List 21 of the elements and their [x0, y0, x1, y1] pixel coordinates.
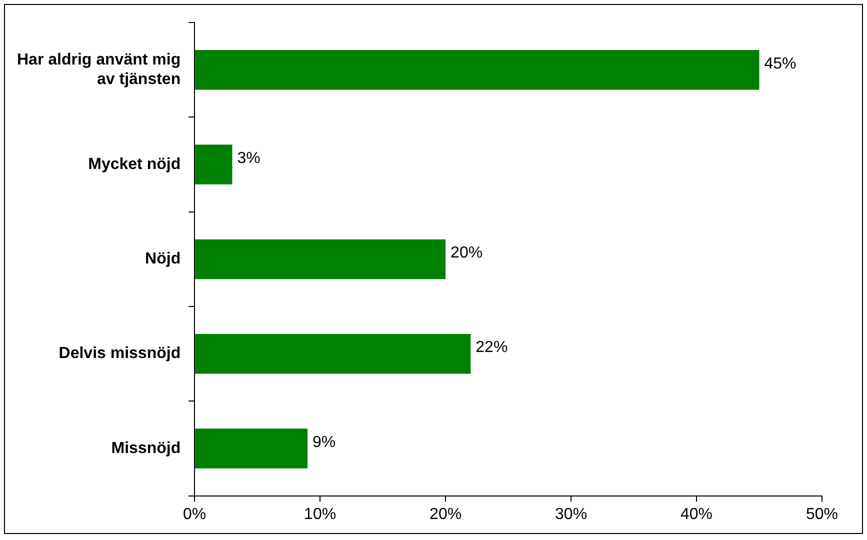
- y-tick-label: Missnöjd: [111, 440, 181, 457]
- data-label: 20%: [450, 244, 483, 262]
- data-label: 3%: [237, 150, 260, 167]
- x-tick-label: 0%: [183, 506, 206, 523]
- bar: [195, 144, 232, 184]
- data-label: 9%: [312, 434, 336, 451]
- y-tick-label: Mycket nöjd: [88, 156, 181, 173]
- data-label: 22%: [476, 339, 508, 356]
- x-tick-label: 30%: [555, 506, 588, 523]
- bar: [195, 239, 446, 280]
- x-tick-label: 10%: [304, 506, 336, 523]
- y-tick-label: Nöjd: [145, 250, 181, 268]
- x-tick-label: 40%: [680, 506, 713, 523]
- data-label: 45%: [764, 55, 796, 72]
- x-tick-label: 50%: [806, 506, 838, 523]
- bar: [195, 334, 471, 374]
- bar: [195, 428, 308, 468]
- x-tick-label: 20%: [430, 506, 462, 523]
- y-tick-label: Har aldrig använt mig av tjänsten: [17, 52, 181, 88]
- y-tick-label: Delvis missnöjd: [58, 345, 181, 362]
- bar: [195, 50, 760, 90]
